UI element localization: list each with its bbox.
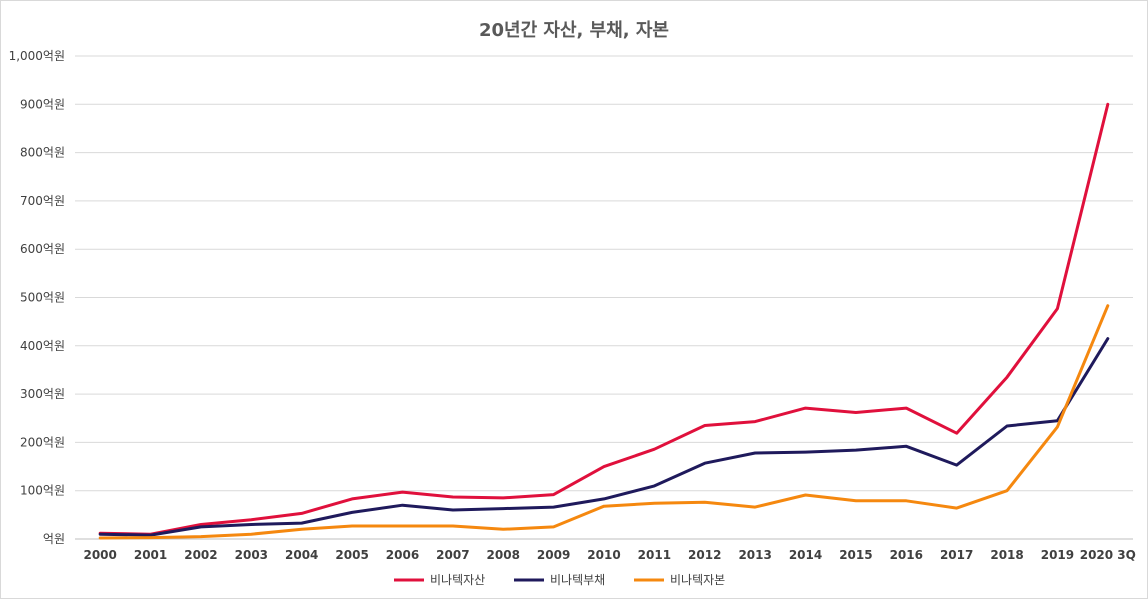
x-tick-label: 2001 bbox=[134, 548, 167, 562]
y-tick-label: 억원 bbox=[43, 532, 65, 546]
series-line-비나텍부채 bbox=[98, 337, 1110, 537]
x-tick-label: 2009 bbox=[537, 548, 570, 562]
x-tick-label: 2007 bbox=[436, 548, 469, 562]
x-tick-label: 2008 bbox=[487, 548, 520, 562]
series-line-비나텍자본 bbox=[98, 304, 1110, 540]
y-tick-label: 600억원 bbox=[20, 242, 65, 256]
y-axis-ticks: 억원 100억원 200억원 300억원 400억원 500억원 600억원 700억원 800… bbox=[9, 49, 65, 546]
x-tick-label: 2010 bbox=[587, 548, 620, 562]
legend-label: 비나텍자본 bbox=[670, 573, 725, 587]
y-tick-label: 200억원 bbox=[20, 435, 65, 449]
x-tick-label: 2004 bbox=[285, 548, 318, 562]
y-tick-label: 400억원 bbox=[20, 339, 65, 353]
y-tick-label: 700억원 bbox=[20, 194, 65, 208]
x-tick-label: 2017 bbox=[940, 548, 973, 562]
y-tick-label: 500억원 bbox=[20, 291, 65, 305]
chart-title: 20년간 자산, 부채, 자본 bbox=[478, 20, 669, 41]
legend-item: 비나텍자본 bbox=[634, 573, 725, 587]
y-tick-label: 300억원 bbox=[20, 387, 65, 401]
y-tick-label: 900억원 bbox=[20, 97, 65, 111]
x-tick-label: 2002 bbox=[184, 548, 217, 562]
x-tick-label: 2015 bbox=[839, 548, 872, 562]
x-tick-label: 2000 bbox=[83, 548, 116, 562]
x-tick-label: 2020 3Q bbox=[1080, 548, 1136, 562]
legend-item: 비나텍부채 bbox=[514, 573, 605, 587]
x-tick-label: 2011 bbox=[638, 548, 671, 562]
legend-item: 비나텍자산 bbox=[394, 573, 485, 587]
x-axis-ticks: 2000 2001 2002 2003 2004 2005 2006 2007 2008 2009… bbox=[83, 548, 1135, 562]
x-tick-label: 2005 bbox=[335, 548, 368, 562]
x-tick-label: 2016 bbox=[890, 548, 923, 562]
legend: 비나텍자산 비나텍부채 비나텍자본 bbox=[394, 573, 725, 587]
x-tick-label: 2013 bbox=[738, 548, 771, 562]
series-lines bbox=[98, 102, 1110, 540]
x-tick-label: 2018 bbox=[990, 548, 1023, 562]
x-tick-label: 2006 bbox=[386, 548, 419, 562]
y-tick-label: 800억원 bbox=[20, 146, 65, 160]
y-tick-label: 1,000억원 bbox=[9, 49, 65, 63]
x-tick-label: 2003 bbox=[235, 548, 268, 562]
series-line-비나텍자산 bbox=[98, 102, 1110, 536]
legend-label: 비나텍자산 bbox=[430, 573, 485, 587]
gridlines bbox=[75, 55, 1133, 540]
x-tick-label: 2019 bbox=[1041, 548, 1074, 562]
x-tick-label: 2012 bbox=[688, 548, 721, 562]
legend-label: 비나텍부채 bbox=[550, 573, 605, 587]
y-tick-label: 100억원 bbox=[20, 484, 65, 498]
x-tick-label: 2014 bbox=[789, 548, 822, 562]
